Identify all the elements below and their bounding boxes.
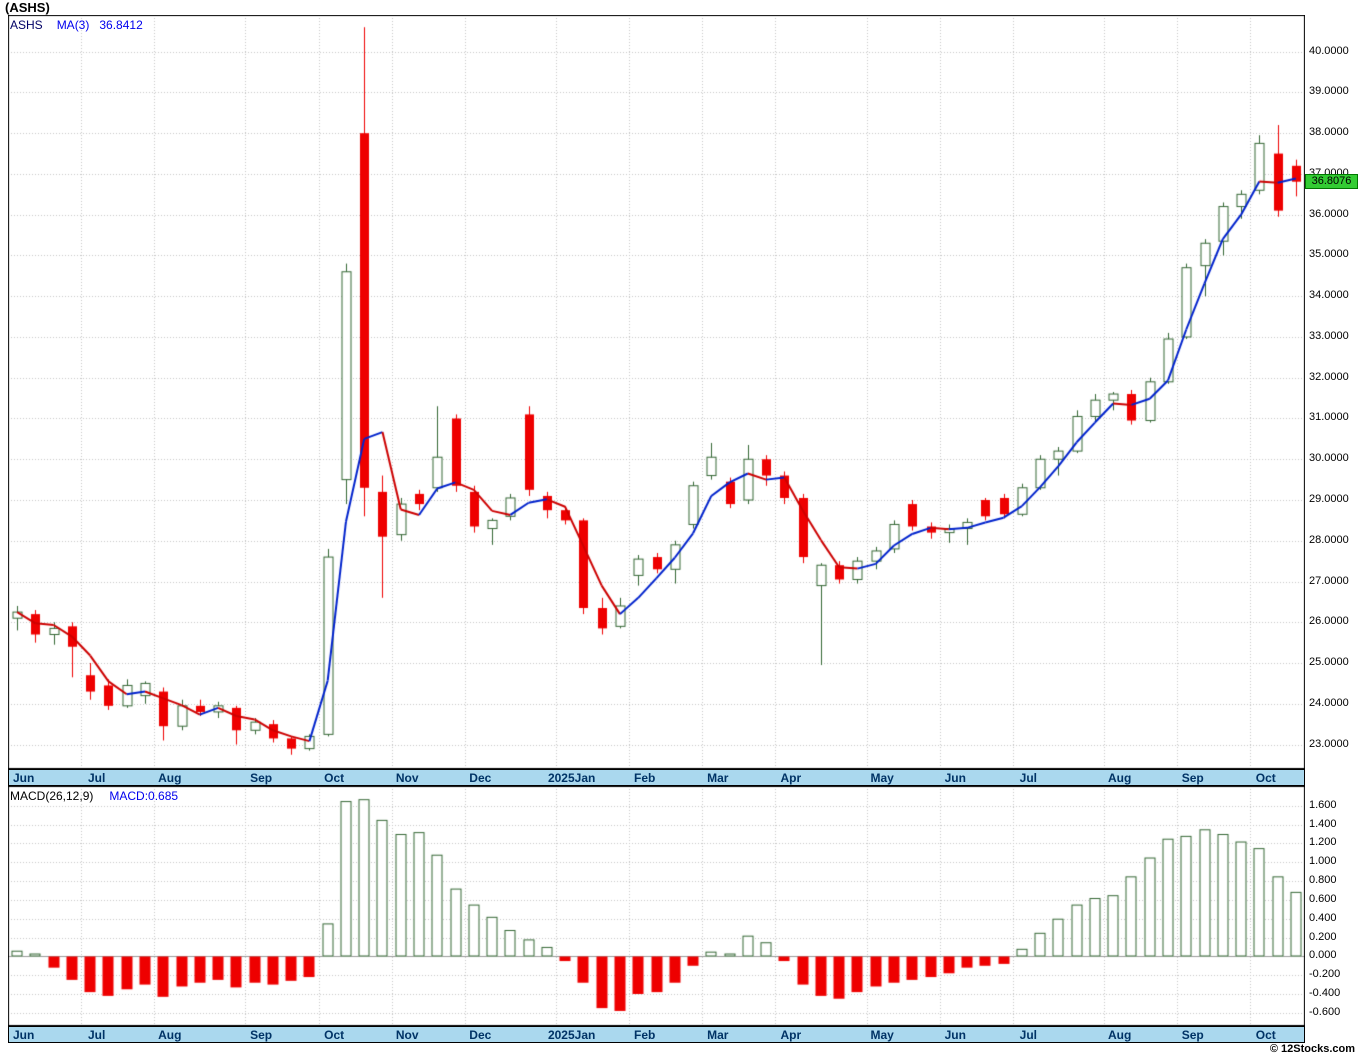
copyright-text: © 12Stocks.com (1269, 1043, 1355, 1055)
macd-chart-canvas (8, 786, 1305, 1026)
price-axis-tick-label: 30.0000 (1309, 452, 1349, 465)
price-axis-tick-label: 34.0000 (1309, 289, 1349, 302)
macd-axis-tick-label: 0.600 (1309, 892, 1337, 905)
page-title: (ASHS) (5, 0, 50, 15)
month-label: Mar (707, 771, 729, 785)
month-label: Sep (1181, 771, 1204, 785)
price-axis-labels: 40.000039.000038.000037.000036.000035.00… (1309, 0, 1359, 1056)
month-axis-top: Jun Jul Aug Sep Oct Nov Dec 2025Jan Feb Mar Apr May… (8, 769, 1305, 786)
macd-axis-tick-label: -0.600 (1309, 1005, 1341, 1018)
legend-symbol: ASHS (10, 18, 43, 32)
macd-axis-tick-label: 1.200 (1309, 836, 1337, 849)
month-label: Apr (780, 771, 802, 785)
month-label: Aug (158, 1028, 182, 1042)
month-label: Nov (395, 771, 419, 785)
month-label: Aug (1107, 1028, 1132, 1042)
macd-axis-tick-label: 1.000 (1309, 855, 1337, 868)
month-label: Jun (12, 771, 35, 785)
macd-legend-name: MACD(26,12,9) (10, 789, 94, 803)
month-label: Oct (1255, 771, 1276, 785)
last-price-tag: 36.8076 (1305, 173, 1358, 189)
month-label: Sep (250, 1028, 273, 1042)
month-label: 2025Jan (547, 771, 596, 785)
month-label: Nov (395, 1028, 419, 1042)
macd-axis-tick-label: -0.400 (1309, 987, 1341, 999)
price-axis-tick-label: 33.0000 (1309, 329, 1349, 342)
macd-axis-tick-label: 1.600 (1309, 798, 1337, 811)
price-legend: ASHS MA(3) 36.8412 (10, 18, 153, 32)
macd-axis-tick-label: 0.200 (1309, 930, 1337, 943)
macd-legend-value: MACD:0.685 (109, 789, 179, 803)
month-label: Aug (1107, 771, 1132, 785)
price-axis-tick-label: 35.0000 (1309, 248, 1349, 261)
price-axis-tick-label: 32.0000 (1309, 370, 1349, 383)
month-label: Aug (158, 771, 182, 785)
macd-axis-tick-label: -0.200 (1309, 968, 1341, 981)
month-label: Dec (469, 1028, 492, 1042)
month-label: Oct (324, 771, 345, 785)
month-label: 2025Jan (547, 1028, 596, 1042)
legend-ma-value: 36.8412 (99, 18, 143, 32)
month-label: May (870, 771, 894, 785)
price-axis-tick-label: 29.0000 (1309, 493, 1349, 505)
month-label: Sep (250, 771, 273, 785)
month-label: Oct (1255, 1028, 1276, 1042)
price-axis-tick-label: 38.0000 (1309, 126, 1349, 139)
macd-axis-tick-label: 0.400 (1309, 911, 1337, 924)
month-label: May (870, 1028, 894, 1042)
month-label: Jul (1019, 771, 1037, 785)
month-label: Dec (469, 771, 492, 785)
month-label: Jun (944, 1028, 966, 1042)
price-axis-tick-label: 26.0000 (1309, 615, 1349, 628)
macd-axis-tick-label: 0.800 (1309, 874, 1337, 887)
macd-axis-tick-label: 0.000 (1309, 949, 1337, 962)
price-axis-tick-label: 36.0000 (1309, 207, 1349, 220)
month-label: Jul (1019, 1028, 1037, 1042)
month-label: Jun (12, 1028, 35, 1042)
price-axis-tick-label: 25.0000 (1309, 656, 1349, 669)
macd-axis-labels: 1.600 1.400 1.200 1.000 0.800 0.600 0.400 0.200… (1309, 0, 1359, 1056)
month-label: Mar (707, 1028, 729, 1042)
price-axis-tick-label: 31.0000 (1309, 411, 1349, 424)
month-label: Jul (88, 771, 106, 785)
price-axis-tick-label: 40.0000 (1309, 44, 1349, 57)
macd-legend: MACD(26,12,9) MACD:0.685 (10, 789, 178, 803)
month-label: Jul (88, 1028, 106, 1042)
price-axis-tick-label: 27.0000 (1309, 574, 1349, 587)
month-label: Feb (634, 1028, 656, 1042)
price-chart-canvas (8, 15, 1305, 769)
price-axis-tick-label: 23.0000 (1309, 737, 1349, 750)
price-axis-tick-label: 28.0000 (1309, 533, 1349, 546)
price-axis-tick-label: 39.0000 (1309, 85, 1349, 98)
month-label: Sep (1181, 1028, 1204, 1042)
month-label: Feb (634, 771, 656, 785)
legend-ma-label: MA(3) (56, 18, 90, 32)
month-label: Jun (944, 771, 966, 785)
month-label: Oct (324, 1028, 345, 1042)
macd-axis-tick-label: 1.400 (1309, 817, 1337, 830)
month-axis-bottom: Jun Jul Aug Sep Oct Nov Dec 2025Jan Feb Mar Apr May… (8, 1026, 1305, 1043)
month-label: Apr (780, 1028, 802, 1042)
price-axis-tick-label: 24.0000 (1309, 696, 1349, 709)
